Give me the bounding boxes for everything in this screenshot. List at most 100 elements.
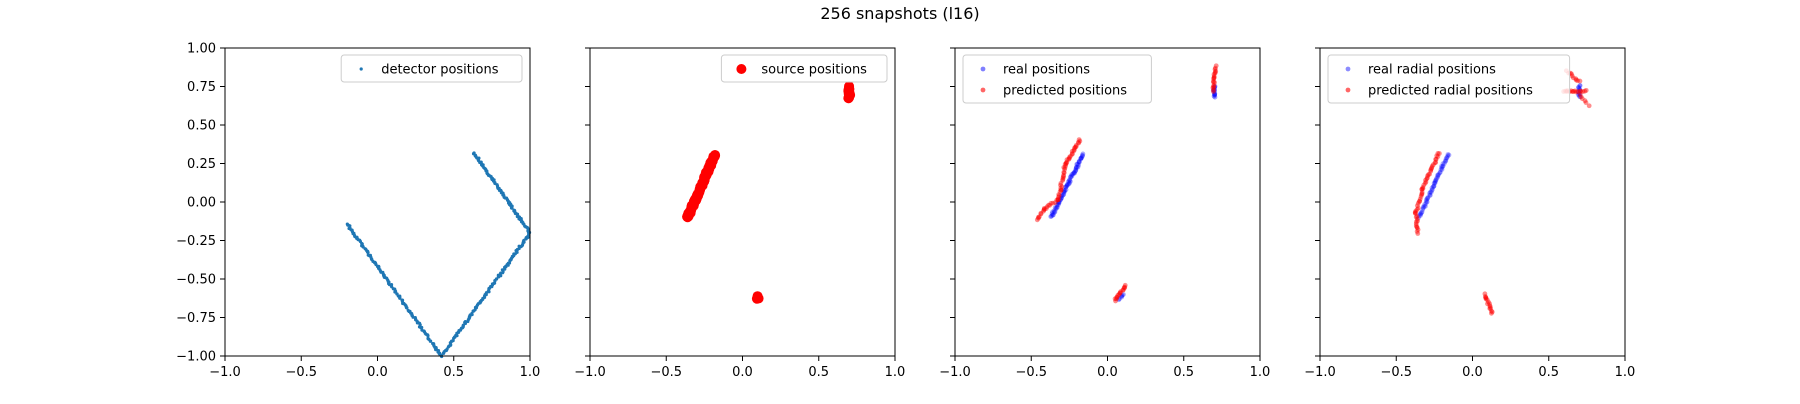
x-tick-label: −0.5 xyxy=(1380,365,1412,380)
data-point xyxy=(1446,152,1452,158)
x-tick-label: 0.5 xyxy=(1538,365,1559,380)
data-point xyxy=(1063,163,1069,169)
data-point xyxy=(1078,155,1084,161)
data-point xyxy=(1435,173,1441,178)
data-point xyxy=(1056,194,1061,200)
data-point xyxy=(1035,214,1041,220)
data-point xyxy=(1064,183,1070,189)
subplot-1: −1.0 −0.5 0.0 0.5 1.0 −1.00 −0.75 −0.50 −0.25 0.0… xyxy=(176,42,540,381)
legend-marker xyxy=(980,66,986,72)
data-point xyxy=(1054,204,1059,210)
data-point xyxy=(1115,292,1121,298)
data-point xyxy=(1067,178,1073,184)
data-point xyxy=(1435,151,1441,156)
data-point xyxy=(1415,200,1421,206)
y-tick-label: −0.25 xyxy=(176,234,216,249)
data-point xyxy=(1051,208,1057,214)
data-point xyxy=(1213,63,1219,69)
x-tick-label: 0.0 xyxy=(1462,365,1483,380)
data-point xyxy=(1424,199,1429,204)
data-point xyxy=(709,150,720,161)
data-point xyxy=(1573,76,1579,82)
data-point xyxy=(1069,173,1075,179)
data-point xyxy=(1439,167,1445,172)
data-point xyxy=(1429,185,1435,191)
data-point xyxy=(1211,85,1217,91)
data-point xyxy=(1066,181,1072,187)
data-point xyxy=(1437,169,1443,175)
data-point xyxy=(1059,195,1064,201)
data-point xyxy=(1212,69,1218,75)
data-point xyxy=(1062,165,1068,171)
data-point xyxy=(1068,153,1073,159)
data-point xyxy=(1211,89,1217,95)
data-point xyxy=(1425,195,1431,201)
data-point xyxy=(1414,214,1420,219)
data-point xyxy=(1577,78,1583,84)
data-point xyxy=(1482,294,1488,299)
data-point xyxy=(1080,153,1085,159)
data-point xyxy=(1582,98,1588,104)
data-point xyxy=(1422,202,1428,207)
data-point xyxy=(1433,178,1439,183)
data-point xyxy=(1489,309,1495,315)
data-point xyxy=(1117,290,1123,296)
data-point xyxy=(844,81,855,92)
data-point xyxy=(1068,174,1073,180)
data-point xyxy=(512,208,516,212)
data-point xyxy=(1212,70,1218,76)
data-point xyxy=(1440,163,1446,169)
data-point xyxy=(1041,208,1046,214)
data-point xyxy=(1489,310,1494,316)
data-point xyxy=(1435,174,1441,180)
data-point xyxy=(1440,164,1446,169)
data-point xyxy=(426,334,430,338)
data-point xyxy=(1414,206,1420,212)
data-point xyxy=(1420,207,1426,212)
data-point xyxy=(1060,176,1066,182)
data-point xyxy=(1570,89,1575,95)
data-point xyxy=(1413,223,1419,229)
data-point xyxy=(1071,147,1077,153)
data-point xyxy=(515,214,519,219)
data-point xyxy=(1075,139,1081,145)
data-point xyxy=(1443,157,1449,162)
series-1-1 xyxy=(345,151,532,359)
x-tick-label: 0.5 xyxy=(443,365,464,380)
data-point xyxy=(1210,87,1216,93)
legend: real positions predicted positions xyxy=(962,54,1152,104)
data-point xyxy=(1576,85,1581,90)
data-point xyxy=(1063,161,1069,166)
x-tick-label: −0.5 xyxy=(1015,365,1047,380)
data-point xyxy=(1415,205,1421,211)
data-point xyxy=(1073,142,1079,148)
data-point xyxy=(1034,217,1040,223)
data-point xyxy=(366,250,370,255)
y-tick-label: −0.75 xyxy=(176,311,216,326)
x-tick-label: 1.0 xyxy=(520,365,541,380)
data-point xyxy=(1047,202,1053,208)
data-point xyxy=(1434,175,1440,181)
data-point xyxy=(1063,160,1069,166)
data-point xyxy=(1488,306,1494,311)
data-point xyxy=(1076,162,1081,168)
data-point xyxy=(1067,156,1072,161)
data-point xyxy=(1434,153,1440,159)
data-point xyxy=(1420,186,1426,192)
data-point xyxy=(1444,155,1449,161)
data-point xyxy=(1430,162,1436,168)
data-point xyxy=(1211,93,1217,99)
data-point xyxy=(1414,203,1420,209)
data-point xyxy=(1577,91,1583,97)
data-point xyxy=(1212,66,1218,72)
data-point xyxy=(1051,210,1057,215)
data-point xyxy=(1445,152,1451,157)
data-point xyxy=(1061,191,1067,197)
data-point xyxy=(1413,221,1419,227)
data-point xyxy=(1072,170,1077,176)
data-point xyxy=(1058,195,1064,201)
data-point xyxy=(1120,292,1126,297)
data-point xyxy=(1071,170,1076,176)
